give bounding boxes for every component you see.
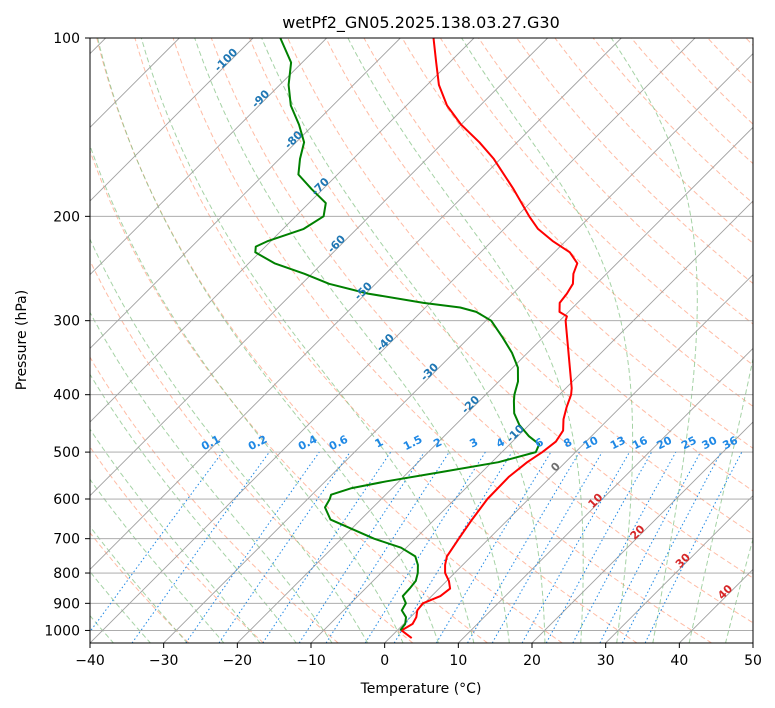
moist-adiabat-line — [610, 38, 698, 643]
moist-adiabat-line — [347, 38, 584, 643]
dry-adiabat-line — [210, 38, 753, 624]
mixing-ratio-label: 13 — [608, 434, 628, 453]
mixing-ratio-label: 16 — [630, 434, 650, 453]
isotherm-line — [90, 38, 327, 276]
x-tick-label: 20 — [523, 653, 541, 669]
mixing-ratio-label: 36 — [720, 434, 740, 453]
y-tick-label: 600 — [53, 492, 80, 508]
y-tick-label: 800 — [53, 566, 80, 582]
moist-adiabat-line — [688, 356, 753, 643]
mixing-ratio-line — [393, 451, 513, 643]
mixing-ratio-label: 25 — [679, 434, 699, 453]
isotherm-line — [90, 38, 696, 643]
dry-adiabat-line — [439, 38, 753, 366]
mixing-ratio-line — [521, 451, 630, 643]
y-tick-label: 400 — [53, 388, 80, 404]
mixing-ratio-line — [644, 451, 743, 643]
plot-background — [90, 38, 753, 643]
isotherm-line — [90, 38, 401, 349]
dry-adiabat-line — [134, 38, 638, 643]
x-tick-label: 30 — [597, 653, 615, 669]
y-tick-label: 300 — [53, 314, 80, 330]
moist-adiabat-line — [90, 237, 369, 643]
moist-adiabat-line — [90, 311, 333, 643]
plot-frame — [89, 37, 754, 644]
profile-lines — [254, 38, 579, 639]
isotherm-line — [90, 38, 622, 570]
moist-adiabat-line — [90, 428, 261, 643]
y-tick-label: 1000 — [44, 623, 80, 639]
mixing-ratio-line — [298, 451, 425, 643]
isotherm-line — [90, 38, 475, 423]
y-axis-title: Pressure (hPa) — [14, 290, 30, 390]
x-tick-label: −30 — [149, 653, 179, 669]
isotherm-line — [752, 642, 753, 643]
isotherm-line — [605, 495, 753, 643]
mixing-ratio-label: 10 — [581, 434, 601, 453]
y-tick-label: 500 — [53, 445, 80, 461]
moist-adiabat-line — [261, 38, 546, 643]
isotherm-line — [458, 347, 753, 643]
isotherm-line — [90, 38, 254, 202]
mixing-ratio-line — [218, 451, 351, 643]
x-tick-label: −40 — [75, 653, 105, 669]
temperature-profile-line — [400, 38, 579, 639]
dry-adiabat-line — [325, 38, 753, 492]
isotherm-line — [237, 126, 753, 643]
dry-adiabat-line — [90, 446, 264, 643]
dry-adiabat-line — [90, 532, 190, 643]
moist-adiabat-line — [90, 373, 297, 643]
isotherm-line — [384, 274, 753, 643]
dry-adiabat-line — [96, 38, 563, 643]
y-tick-label: 700 — [53, 532, 80, 548]
mixing-ratio-line — [185, 451, 320, 643]
dry-adiabat-line — [90, 356, 339, 643]
y-tick-label: 100 — [53, 31, 80, 47]
isotherm-line — [90, 38, 548, 497]
x-tick-label: 10 — [449, 653, 467, 669]
isotherm-line — [310, 200, 753, 643]
dry-adiabat-line — [249, 38, 753, 579]
dry-adiabat-line — [90, 149, 488, 643]
mixing-ratio-line — [545, 451, 653, 643]
mixing-ratio-label: 20 — [654, 434, 674, 453]
dry-adiabat-line — [401, 38, 753, 407]
mixing-ratio-line — [131, 451, 270, 643]
x-tick-label: −20 — [223, 653, 253, 669]
mixing-ratio-label: 30 — [700, 434, 720, 453]
mixing-ratio-line — [90, 451, 223, 633]
mixing-ratio-line — [572, 451, 677, 643]
mixing-ratio-line — [325, 451, 450, 643]
isotherm-line — [163, 53, 753, 643]
moist-adiabat-line — [724, 537, 753, 643]
y-tick-label: 900 — [53, 596, 80, 612]
y-tick-label: 200 — [53, 209, 80, 225]
x-tick-label: −10 — [296, 653, 326, 669]
x-axis-title: Temperature (°C) — [360, 681, 482, 697]
isotherm-line — [531, 421, 753, 643]
moist-adiabat-line — [140, 38, 475, 643]
mixing-ratio-line — [262, 451, 392, 643]
dewpoint-profile-line — [254, 38, 541, 632]
chart-title: wetPf2_GN05.2025.138.03.27.G30 — [282, 13, 560, 33]
axes: −40 −30 −20 −10 0 10 20 30 40 50 100 200 300 400 500 60… — [44, 31, 762, 669]
moist-adiabat-line — [90, 143, 404, 643]
x-tick-label: 0 — [380, 653, 389, 669]
x-tick-label: 50 — [744, 653, 762, 669]
background-lines — [90, 38, 753, 643]
x-tick-label: 40 — [670, 653, 688, 669]
dry-adiabat-line — [90, 259, 414, 643]
dry-adiabat-line — [516, 38, 753, 285]
